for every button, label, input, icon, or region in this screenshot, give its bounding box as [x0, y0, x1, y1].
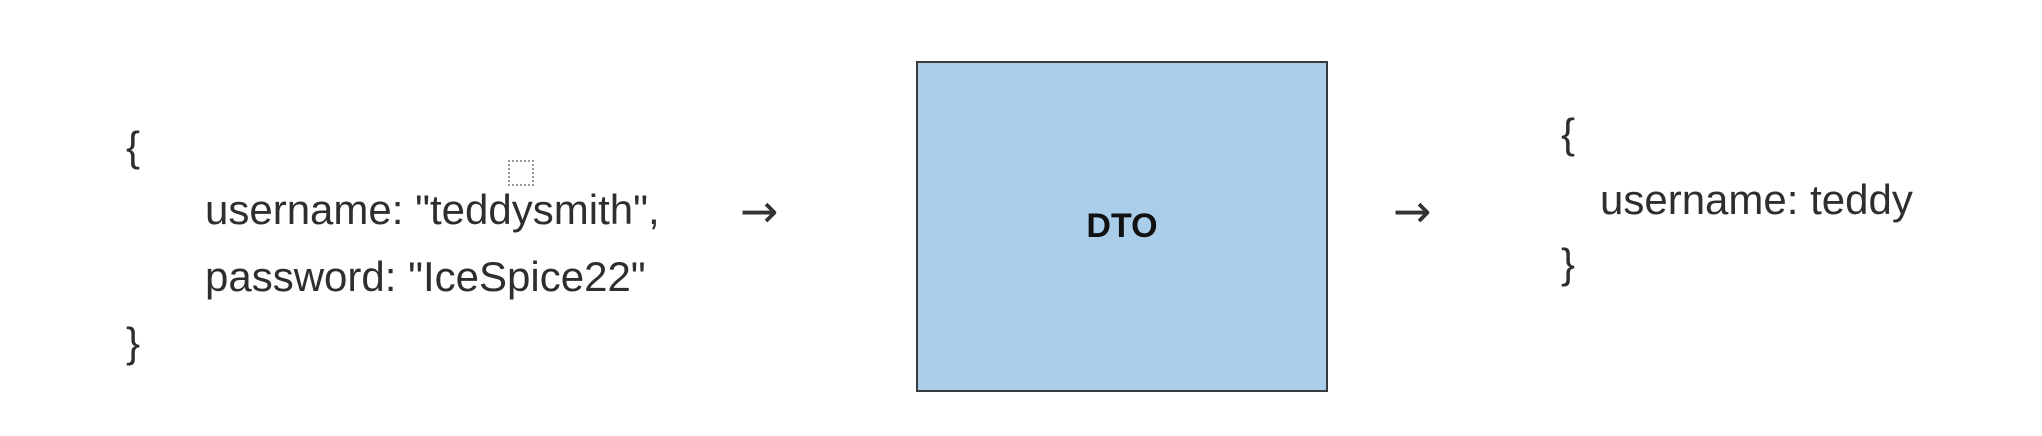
arrow-right-icon: → — [740, 184, 779, 238]
arrow-right-icon: → — [1393, 184, 1432, 238]
input-password-line: password: "IceSpice22" — [205, 253, 646, 300]
output-open-brace: { — [1561, 110, 1576, 157]
dto-label: DTO — [1086, 207, 1158, 245]
input-username-line: username: "teddysmith", — [205, 186, 660, 233]
output-close-brace: } — [1561, 240, 1576, 287]
input-open-brace: { — [126, 123, 141, 170]
dto-box: DTO — [916, 61, 1328, 392]
input-close-brace: } — [126, 319, 141, 366]
output-username-line: username: teddy — [1600, 176, 1913, 223]
cursor-marker-icon — [508, 160, 534, 186]
